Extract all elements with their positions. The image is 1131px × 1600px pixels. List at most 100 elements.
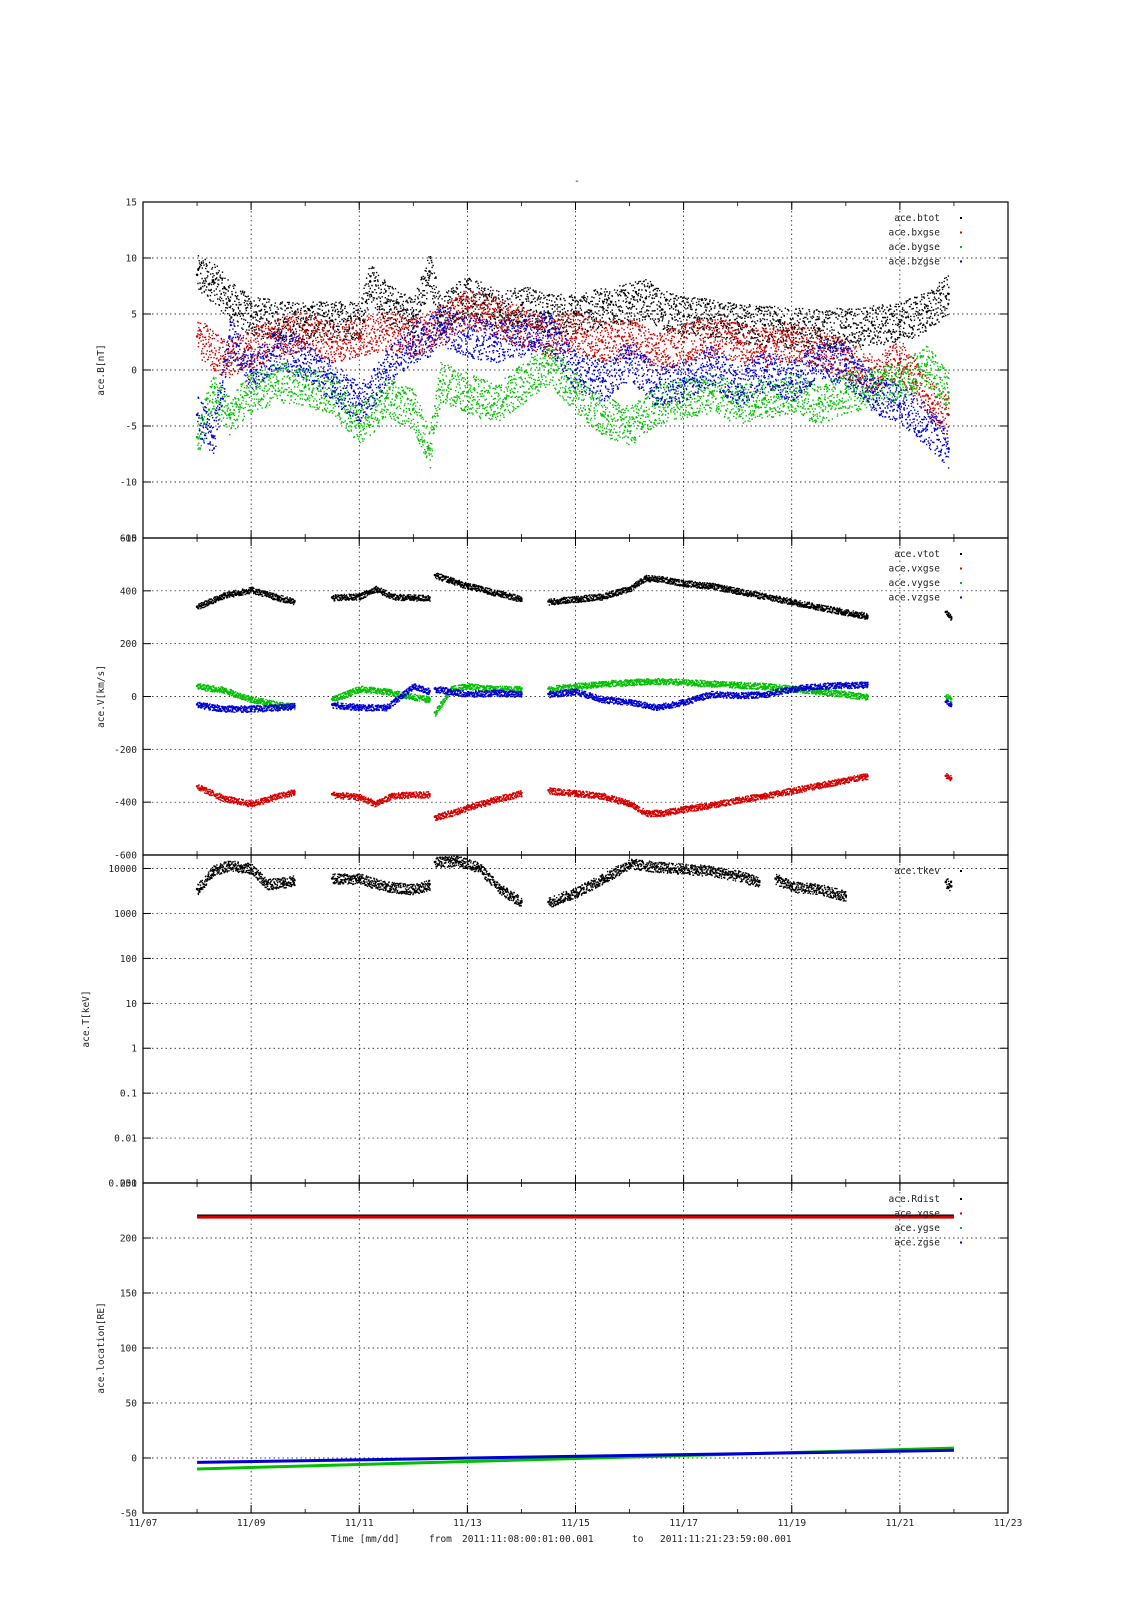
data-points-dense bbox=[332, 585, 431, 602]
data-points-dense bbox=[332, 683, 431, 712]
data-point bbox=[330, 379, 334, 383]
legend-label: ace.btot bbox=[894, 213, 940, 224]
y-tick-label: 15 bbox=[126, 198, 137, 209]
data-point bbox=[944, 695, 948, 698]
data-point bbox=[439, 379, 442, 383]
series-ace.btot bbox=[195, 255, 950, 350]
data-points-dense bbox=[332, 873, 431, 896]
data-points-dense bbox=[197, 701, 296, 713]
legend-marker bbox=[960, 217, 962, 219]
data-point bbox=[385, 368, 388, 372]
x-tick-label: 11/07 bbox=[129, 1518, 158, 1529]
legend-marker bbox=[960, 1241, 962, 1244]
data-points-dense bbox=[434, 686, 523, 698]
data-point bbox=[871, 391, 875, 394]
series-ace.vygse bbox=[195, 677, 953, 717]
series-ace.zgse bbox=[197, 1448, 954, 1464]
legend-marker bbox=[960, 231, 962, 234]
data-points-dense bbox=[548, 681, 869, 711]
legend-marker bbox=[960, 1198, 962, 1200]
data-point bbox=[944, 880, 948, 884]
data-point bbox=[898, 379, 902, 383]
y-tick-label: 100 bbox=[120, 1344, 137, 1355]
legend-label: ace.Rdist bbox=[889, 1194, 940, 1205]
data-point bbox=[330, 877, 334, 880]
data-points-dense bbox=[197, 784, 296, 808]
y-tick-label: 0 bbox=[131, 692, 137, 703]
y-tick-label: -600 bbox=[114, 851, 137, 862]
y-axis-label: ace.location[RE] bbox=[96, 1302, 107, 1394]
data-point bbox=[303, 357, 307, 361]
panel-T: 10000 1000 100 10 1 0.1 0.01 0.001 ace.T[keV] ace… bbox=[81, 854, 1009, 1190]
data-point bbox=[601, 340, 604, 344]
legend-marker bbox=[960, 567, 962, 570]
data-points-dense bbox=[945, 878, 953, 892]
x-tick-label: 11/09 bbox=[237, 1518, 266, 1529]
data-points-dense bbox=[434, 572, 523, 603]
data-points-dense bbox=[332, 685, 431, 703]
data-point bbox=[195, 335, 199, 338]
y-tick-label: -50 bbox=[120, 1509, 137, 1520]
y-tick-label: 100 bbox=[120, 954, 137, 965]
data-point bbox=[844, 391, 848, 394]
x-axis-label: Time [mm/dd] bbox=[331, 1534, 400, 1545]
y-tick-label: 10 bbox=[126, 999, 138, 1010]
legend-label: ace.bygse bbox=[889, 242, 941, 253]
footer-from: 2011:11:08:00:01:00.001 bbox=[462, 1534, 594, 1545]
y-tick-label: 0.1 bbox=[120, 1089, 137, 1100]
data-points-dense bbox=[434, 855, 523, 907]
chart-panels: 151050-5-10-15ace.B[nT]ace.btotace.bxgse… bbox=[81, 198, 1022, 1530]
data-point bbox=[944, 774, 948, 778]
data-point bbox=[871, 323, 875, 327]
data-point bbox=[212, 391, 215, 394]
data-point bbox=[249, 314, 253, 318]
x-tick-label: 11/17 bbox=[669, 1518, 698, 1529]
y-tick-label: 5 bbox=[131, 310, 137, 321]
data-point bbox=[682, 379, 685, 383]
legend-marker bbox=[960, 1227, 962, 1229]
legend-label: ace.zgse bbox=[894, 1238, 940, 1249]
legend-label: ace.bxgse bbox=[889, 228, 941, 239]
data-point bbox=[276, 379, 280, 383]
series-line bbox=[197, 1448, 954, 1464]
y-tick-label: 10000 bbox=[108, 864, 137, 875]
y-tick-label: 0.001 bbox=[108, 1179, 137, 1190]
data-points-dense bbox=[548, 574, 869, 620]
legend-marker bbox=[960, 582, 962, 584]
data-point bbox=[925, 363, 929, 366]
data-points-dense bbox=[197, 683, 296, 711]
y-tick-label: 0 bbox=[131, 366, 137, 377]
data-points-dense bbox=[197, 586, 296, 610]
y-tick-label: 1 bbox=[131, 1044, 137, 1055]
data-point bbox=[898, 402, 902, 405]
y-tick-label: 400 bbox=[120, 586, 137, 597]
y-tick-label: 200 bbox=[120, 639, 137, 650]
y-tick-label: -200 bbox=[114, 745, 137, 756]
legend-marker bbox=[960, 260, 962, 263]
y-tick-label: 250 bbox=[120, 1179, 137, 1190]
data-points-dense bbox=[434, 682, 523, 717]
data-point bbox=[412, 340, 415, 344]
data-points-dense bbox=[197, 860, 296, 896]
legend-marker bbox=[960, 246, 962, 248]
data-point bbox=[790, 379, 794, 383]
data-point bbox=[709, 363, 712, 366]
data-point bbox=[682, 314, 685, 318]
y-tick-label: 200 bbox=[120, 1234, 137, 1245]
data-points-dense bbox=[945, 773, 953, 782]
legend-marker bbox=[960, 870, 962, 872]
data-point bbox=[195, 273, 199, 277]
legend-label: ace.vzgse bbox=[889, 593, 941, 604]
data-point bbox=[482, 301, 485, 305]
x-tick-label: 11/19 bbox=[777, 1518, 806, 1529]
data-points-dense bbox=[548, 858, 761, 908]
data-point bbox=[439, 323, 442, 327]
series-ace.vtot bbox=[195, 572, 953, 621]
data-point bbox=[601, 306, 604, 309]
data-point bbox=[195, 413, 199, 417]
y-axis-label: ace.V[km/s] bbox=[96, 665, 107, 728]
legend-marker bbox=[960, 553, 962, 555]
data-point bbox=[466, 391, 469, 394]
data-point bbox=[844, 363, 848, 366]
data-points-dense bbox=[197, 255, 950, 350]
